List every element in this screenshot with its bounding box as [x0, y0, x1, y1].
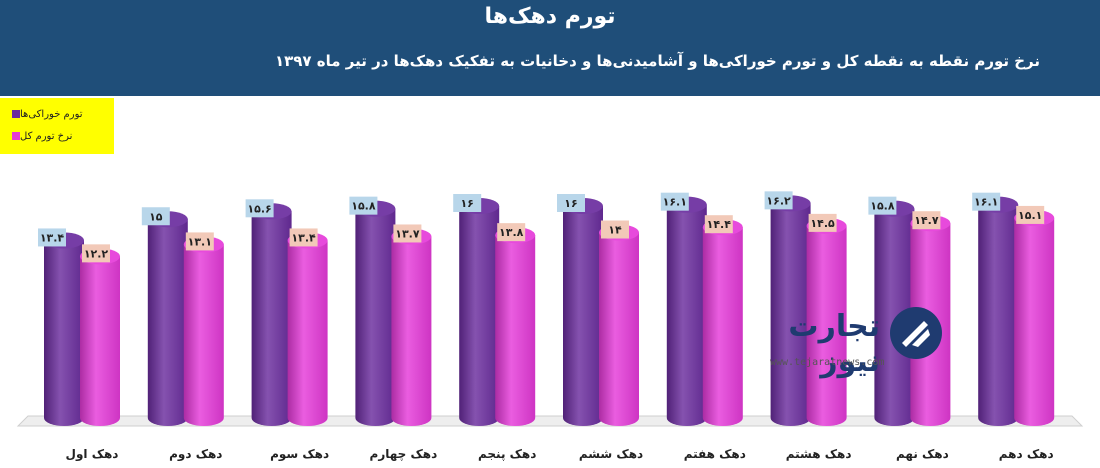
legend-label-food: تورم خوراکی‌ها: [20, 108, 83, 120]
bar-food-7: [666, 204, 707, 426]
bar-total-8: [806, 225, 847, 426]
bar-food-3: [251, 211, 292, 426]
data-label-box-food-6: [557, 194, 585, 212]
x-tick-label-3: دهک سوم: [270, 447, 329, 462]
bar-total-4: [391, 236, 432, 426]
bar-total-6: [599, 232, 639, 426]
legend-swatch-food: [12, 110, 20, 118]
data-label-box-food-7: [660, 192, 689, 211]
bar-food-8: [770, 203, 811, 426]
data-label-food-7: ۱۶.۱: [663, 196, 687, 209]
data-label-food-5: ۱۶: [460, 197, 473, 210]
data-label-total-2: ۱۳.۱: [188, 235, 212, 248]
data-label-food-6: ۱۶: [564, 197, 577, 210]
legend-item-total: نرخ تورم کل: [6, 126, 114, 146]
legend-label-total: نرخ تورم کل: [20, 130, 73, 142]
x-tick-label-5: دهک پنجم: [478, 447, 536, 461]
data-label-box-total-1: [82, 244, 110, 263]
bar-total-1: [80, 256, 120, 426]
data-label-total-8: ۱۴.۵: [810, 217, 835, 230]
chart-header: تورم دهک‌ها نرخ تورم نقطه به نقطه کل و ت…: [0, 0, 1100, 96]
chart-title: تورم دهک‌ها: [484, 4, 616, 29]
watermark: تجارت نیوز www.tejaratnews.com: [760, 305, 950, 385]
bar-food-6: [563, 206, 603, 426]
data-label-total-9: ۱۴.۷: [914, 214, 939, 227]
chart-subtitle: نرخ تورم نقطه به نقطه کل و تورم خوراکی‌ه…: [274, 52, 1040, 70]
data-label-total-4: ۱۳.۷: [395, 227, 420, 240]
data-label-food-9: ۱۵.۸: [870, 200, 895, 213]
bar-food-5: [459, 206, 500, 426]
data-label-box-food-5: [453, 194, 482, 212]
tejarat-logo-icon: [890, 307, 942, 359]
x-tick-label-8: دهک هشتم: [786, 447, 852, 461]
watermark-logo-text: تجارت نیوز: [788, 309, 880, 379]
x-tick-label-7: دهک هفتم: [684, 447, 746, 461]
bar-total-2: [183, 244, 224, 426]
data-label-total-7: ۱۴.۴: [707, 218, 732, 231]
x-tick-label-10: دهک دهم: [999, 447, 1054, 461]
data-label-box-total-2: [185, 232, 214, 251]
data-label-box-total-4: [393, 224, 422, 243]
data-label-box-total-3: [289, 228, 318, 247]
bar-total-10: [1014, 217, 1055, 426]
legend-item-food: تورم خوراکی‌ها: [6, 104, 114, 124]
data-label-total-3: ۱۳.۴: [291, 231, 316, 244]
bar-food-2: [147, 219, 188, 426]
data-label-food-4: ۱۵.۸: [351, 200, 376, 213]
data-label-box-total-8: [808, 213, 837, 232]
data-label-food-10: ۱۶.۱: [974, 196, 998, 209]
data-label-box-food-8: [764, 191, 793, 210]
data-label-box-total-9: [912, 211, 941, 230]
data-label-box-total-6: [601, 220, 629, 239]
bar-food-1: [44, 240, 84, 426]
data-label-food-3: ۱۵.۶: [247, 202, 271, 215]
data-label-total-1: ۱۲.۲: [84, 247, 109, 260]
legend: تورم خوراکی‌ها نرخ تورم کل: [0, 98, 114, 154]
data-label-total-6: ۱۴: [608, 224, 622, 237]
legend-swatch-total: [12, 132, 20, 140]
bar-food-9: [874, 208, 915, 426]
bar-total-5: [495, 235, 536, 426]
bar-food-4: [355, 208, 396, 426]
data-label-total-5: ۱۳.۸: [499, 226, 524, 239]
x-tick-label-4: دهک چهارم: [370, 447, 438, 462]
data-label-box-food-4: [349, 196, 378, 215]
data-label-food-8: ۱۶.۲: [766, 194, 791, 207]
bar-total-7: [702, 227, 743, 426]
data-label-box-food-9: [868, 196, 897, 215]
bar-total-3: [287, 240, 328, 426]
data-label-food-2: ۱۵: [149, 210, 163, 223]
data-label-box-food-2: [141, 207, 170, 226]
bar-food-10: [978, 204, 1019, 426]
data-label-box-total-7: [704, 215, 733, 234]
data-label-total-10: ۱۵.۱: [1018, 209, 1042, 222]
data-label-box-total-5: [497, 223, 526, 242]
data-label-box-food-1: [38, 228, 66, 247]
x-tick-label-2: دهک دوم: [169, 447, 222, 462]
bar-chart: ۱۳.۴ ۱۲.۲ دهک اول ۱۵ ۱۳.۱ دهک دوم ۱۵.۶ ۱۳.۴ دهک …: [16, 191, 1084, 462]
x-tick-label-6: دهک ششم: [579, 447, 643, 461]
x-tick-label-1: دهک اول: [66, 447, 119, 462]
x-tick-label-9: دهک نهم: [896, 447, 949, 461]
watermark-url: www.tejaratnews.com: [770, 357, 885, 368]
data-label-food-1: ۱۳.۴: [40, 231, 65, 244]
data-label-box-total-10: [1016, 205, 1045, 224]
data-label-box-food-3: [245, 199, 274, 218]
data-label-box-food-10: [972, 192, 1001, 211]
